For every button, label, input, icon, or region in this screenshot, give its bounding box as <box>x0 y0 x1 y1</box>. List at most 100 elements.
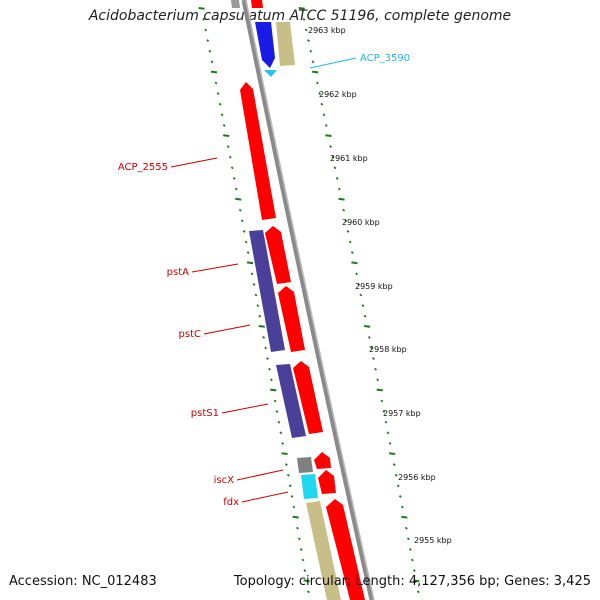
inner-tick <box>206 39 210 43</box>
inner-tick <box>238 208 242 212</box>
outer-tick <box>369 346 373 350</box>
outer-tick <box>333 166 337 170</box>
label-leaders <box>170 57 357 503</box>
gene-acp-3590[interactable] <box>264 70 277 77</box>
inner-tick <box>202 17 206 21</box>
outer-tick <box>322 113 326 117</box>
gene-khaki-bottom[interactable] <box>306 501 341 600</box>
outer-tick <box>401 515 408 519</box>
gene-blue[interactable] <box>255 22 275 68</box>
outer-tick <box>302 17 306 21</box>
outer-tick <box>359 293 363 297</box>
inner-tick <box>232 176 236 180</box>
outer-tick <box>386 431 390 435</box>
inner-tick <box>258 325 265 328</box>
inner-tick <box>281 441 285 445</box>
inner-tick <box>244 240 248 244</box>
scale-label-2958: 2958 kbp <box>369 345 407 354</box>
outer-tick <box>404 526 408 530</box>
outer-tick <box>348 240 352 244</box>
gene-psta[interactable] <box>249 230 285 352</box>
gene-red-1[interactable] <box>265 226 291 284</box>
inner-tick <box>270 388 277 392</box>
inner-tick <box>214 81 218 85</box>
inner-tick <box>235 197 242 201</box>
outer-tick-ring <box>298 7 420 594</box>
inner-tick <box>246 261 254 265</box>
inner-tick <box>266 357 269 361</box>
reverse-strand-genes <box>231 0 341 600</box>
outer-tick <box>363 314 367 318</box>
outer-tick <box>331 155 335 159</box>
leader-psts1 <box>221 403 269 414</box>
inner-tick <box>273 399 277 403</box>
label-psts1[interactable]: pstS1 <box>191 408 219 419</box>
label-iscx[interactable]: iscX <box>214 475 234 486</box>
leader-iscx <box>236 469 284 481</box>
outer-tick <box>376 378 380 382</box>
outer-tick <box>384 420 388 424</box>
gene-top-gray[interactable] <box>231 0 240 8</box>
outer-tick <box>304 28 308 32</box>
label-fdx[interactable]: fdx <box>223 497 239 508</box>
outer-tick <box>309 49 313 53</box>
gene-top-red[interactable] <box>251 0 263 8</box>
inner-tick <box>301 558 305 562</box>
inner-tick <box>226 145 230 149</box>
outer-tick <box>318 92 322 96</box>
outer-tick <box>398 494 402 498</box>
gene-label-group: ACP_3590 ACP_2555 pstA pstC pstS1 iscX f… <box>118 53 410 508</box>
inner-tick <box>297 537 301 541</box>
gene-iscx-gray[interactable] <box>297 457 313 473</box>
label-psta[interactable]: pstA <box>167 267 189 278</box>
gene-red-3[interactable] <box>293 361 323 434</box>
outer-tick <box>416 590 420 594</box>
inner-tick <box>234 187 238 191</box>
outer-tick <box>410 558 414 562</box>
inner-tick <box>299 547 303 551</box>
inner-tick <box>210 60 214 64</box>
gene-red-4[interactable] <box>314 452 331 469</box>
gene-red-5[interactable] <box>318 470 336 494</box>
inner-tick <box>216 92 220 96</box>
outer-tick <box>342 208 346 212</box>
outer-tick <box>338 197 345 201</box>
scale-label-2956: 2956 kbp <box>398 473 436 482</box>
scale-label-2963: 2963 kbp <box>308 26 346 35</box>
gene-red-2[interactable] <box>278 286 305 352</box>
inner-tick <box>262 335 266 339</box>
inner-tick <box>286 473 290 477</box>
label-acp-2555[interactable]: ACP_2555 <box>118 162 168 173</box>
outer-tick <box>350 251 354 255</box>
outer-tick <box>335 176 339 180</box>
inner-tick <box>258 314 262 318</box>
inner-tick <box>277 420 281 424</box>
outer-tick <box>307 39 310 43</box>
inner-tick <box>256 304 260 308</box>
gene-khaki-top[interactable] <box>276 22 295 66</box>
outer-tick <box>413 579 420 583</box>
inner-tick <box>218 102 222 106</box>
accession-text: Accession: NC_012483 <box>9 574 157 589</box>
outer-tick <box>412 569 416 573</box>
scale-label-2957: 2957 kbp <box>383 409 421 418</box>
inner-tick <box>230 166 234 170</box>
gene-pstc-pst-s1[interactable] <box>276 364 306 438</box>
leader-pstc <box>203 324 251 335</box>
outer-tick <box>337 187 341 191</box>
gene-fdx[interactable] <box>301 474 318 499</box>
outer-tick <box>364 325 371 328</box>
outer-tick <box>325 134 332 137</box>
outer-tick <box>357 282 361 286</box>
outer-tick <box>372 357 375 361</box>
inner-tick <box>246 251 250 255</box>
inner-tick <box>210 70 218 74</box>
inner-tick <box>267 367 271 371</box>
label-acp-3590[interactable]: ACP_3590 <box>360 53 410 64</box>
scale-label-2961: 2961 kbp <box>330 154 368 163</box>
label-pstc[interactable]: pstC <box>179 329 201 340</box>
outer-tick <box>382 410 386 414</box>
gene-red-6[interactable] <box>326 499 365 600</box>
scale-labels: 2963 kbp 2962 kbp 2961 kbp 2960 kbp 2959… <box>308 26 452 545</box>
gene-acp-2555[interactable] <box>240 82 276 220</box>
